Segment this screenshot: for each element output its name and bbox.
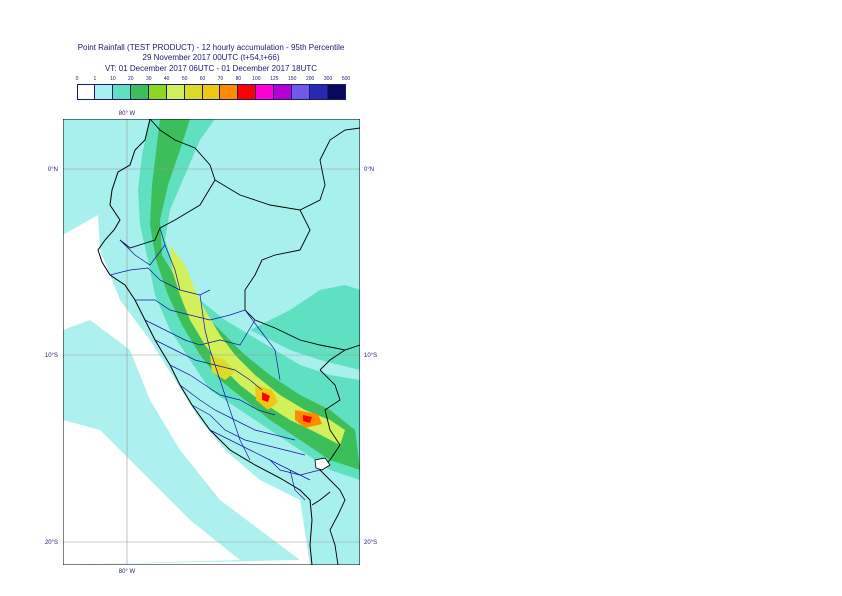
lat-label-10s-left: 10°S xyxy=(45,353,58,359)
map-title: Point Rainfall (TEST PRODUCT) - 12 hourl… xyxy=(77,43,345,52)
border-peru-bolivia xyxy=(319,369,346,531)
border-peru-chile xyxy=(311,491,331,506)
lat-label-20s-left: 20°S xyxy=(45,540,58,546)
forecast-run-time: 29 November 2017 00UTC (t+54,t+66) xyxy=(142,53,280,62)
land-medium-rain-1 xyxy=(138,119,360,480)
border-chile-bolivia xyxy=(329,529,339,565)
lon-label-bottom: 80° W xyxy=(119,569,136,575)
lat-label-20s-right: 20°S xyxy=(364,540,377,546)
lat-label-0-left: 0°N xyxy=(48,167,58,173)
border-bolivia-brazil xyxy=(319,349,346,371)
rain-core-2-inner xyxy=(262,392,270,402)
border-colombia-peru-brazil xyxy=(214,127,360,211)
border-peru-brazil xyxy=(244,249,360,351)
lake-titicaca xyxy=(314,457,331,471)
border-colombia-ecuador xyxy=(149,119,216,181)
lon-label-top: 80° W xyxy=(119,111,136,117)
sea-coastal-band xyxy=(63,420,240,565)
lat-label-0-right: 0°N xyxy=(364,167,374,173)
land-heavy-rain xyxy=(170,245,345,445)
land-medium-rain-2 xyxy=(250,285,360,370)
lat-label-10s-right: 10°S xyxy=(364,353,377,359)
admin-boundaries xyxy=(109,227,321,501)
validity-time: VT: 01 December 2017 06UTC - 01 December… xyxy=(104,64,318,73)
rain-core-1 xyxy=(210,355,235,380)
rain-core-3-inner xyxy=(303,415,312,423)
border-colombia-brazil-inner xyxy=(299,209,311,251)
